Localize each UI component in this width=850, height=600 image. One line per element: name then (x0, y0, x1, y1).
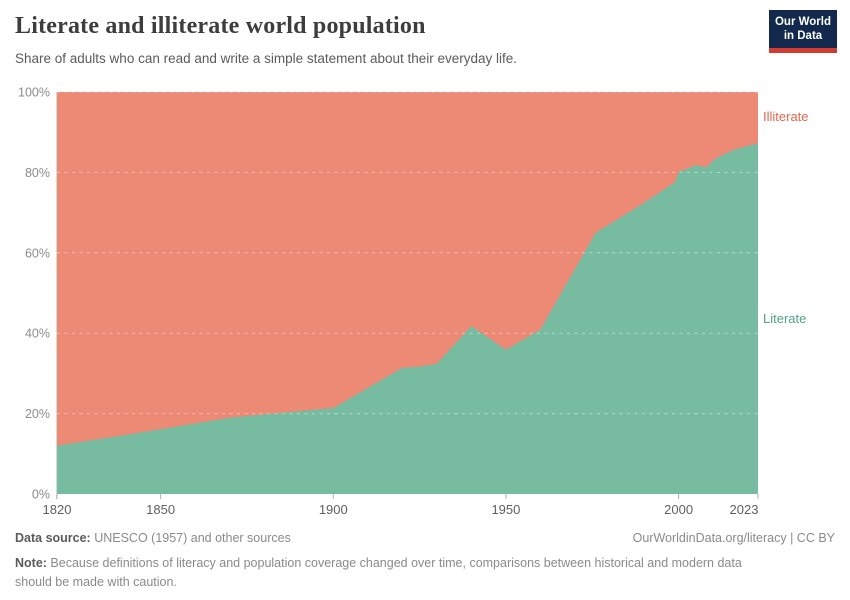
svg-text:100%: 100% (18, 86, 50, 100)
owid-logo: Our World in Data (769, 10, 837, 53)
svg-text:80%: 80% (25, 166, 50, 180)
footer: Data source: UNESCO (1957) and other sou… (15, 531, 835, 545)
svg-text:20%: 20% (25, 407, 50, 421)
svg-text:2023: 2023 (730, 502, 759, 517)
note-label: Note: (15, 556, 47, 570)
svg-text:1850: 1850 (146, 502, 175, 517)
svg-text:2000: 2000 (664, 502, 693, 517)
chart-subtitle: Share of adults who can read and write a… (15, 51, 518, 66)
series-label-literate: Literate (763, 311, 807, 326)
note-text: Because definitions of literacy and popu… (15, 556, 742, 589)
svg-text:1820: 1820 (43, 502, 72, 517)
owid-logo-line2: in Data (783, 30, 823, 42)
svg-text:1950: 1950 (491, 502, 520, 517)
page-title: Literate and illiterate world population (15, 13, 426, 39)
data-source-label: Data source: (15, 531, 91, 545)
svg-text:0%: 0% (32, 488, 50, 502)
stacked-area-chart: 0% 20% 40% 60% 80% 100% 1820 1850 1900 1950 2000 20… (18, 86, 759, 517)
series-label-illiterate: Illiterate (763, 109, 809, 124)
svg-text:60%: 60% (25, 246, 50, 260)
data-source: Data source: UNESCO (1957) and other sou… (15, 531, 291, 545)
owid-logo-line1: Our World (774, 15, 831, 28)
owid-license-link[interactable]: OurWorldinData.org/literacy | CC BY (632, 531, 835, 545)
svg-text:40%: 40% (25, 327, 50, 341)
y-axis-labels: 0% 20% 40% 60% 80% 100% (18, 86, 50, 502)
footer-note: Note: Because definitions of literacy an… (15, 554, 757, 592)
data-source-text: UNESCO (1957) and other sources (90, 531, 291, 545)
svg-text:1900: 1900 (319, 502, 348, 517)
x-axis-labels: 1820 1850 1900 1950 2000 2023 (43, 494, 759, 517)
area-literate (57, 143, 758, 494)
